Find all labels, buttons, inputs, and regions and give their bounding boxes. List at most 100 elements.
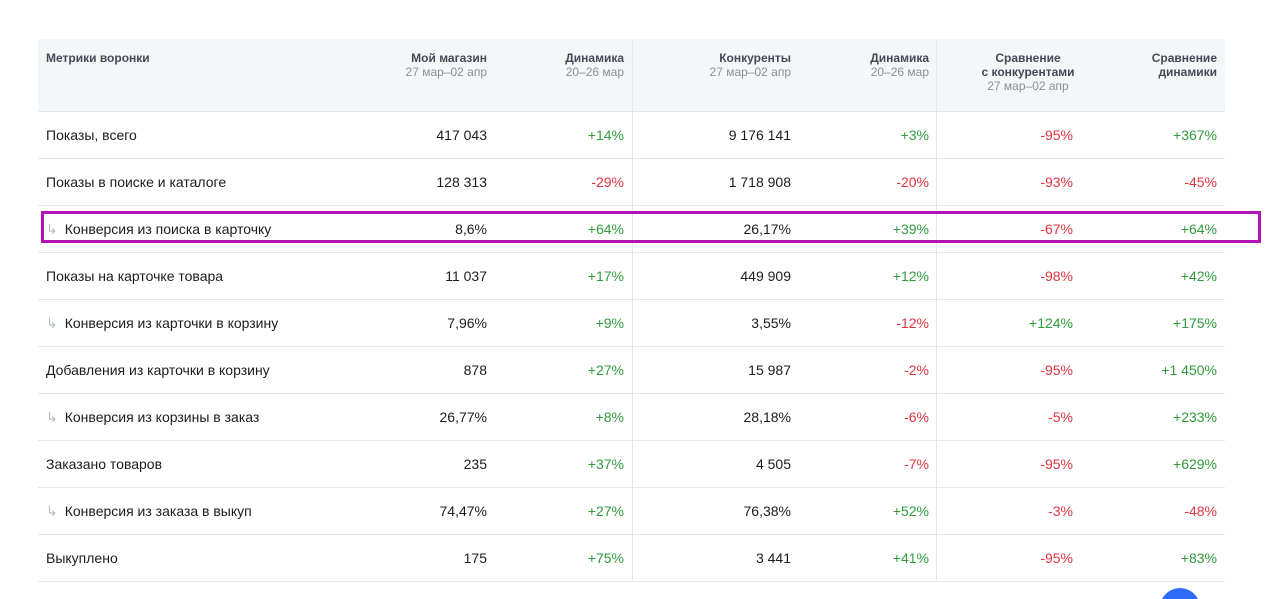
cell-competitors-dynamics: -2%	[904, 362, 929, 378]
cell-competitors-dynamics: -7%	[904, 456, 929, 472]
cell-competitors-dynamics: +52%	[892, 503, 929, 519]
cell-competitors-dynamics: -6%	[904, 409, 929, 425]
cell-dynamics-comparison: +233%	[1173, 409, 1217, 425]
metric-label: ↳ Конверсия из поиска в карточку	[46, 206, 271, 252]
table-row: Заказано товаров 235 +37% 4 505 -7% -95% +629%	[38, 441, 1225, 488]
cell-dynamics-comparison: +175%	[1173, 315, 1217, 331]
metric-label-text: Конверсия из корзины в заказ	[64, 409, 260, 425]
cell-competitors-dynamics: +39%	[892, 221, 929, 237]
sub-arrow-icon: ↳	[46, 315, 58, 331]
metric-label-text: Конверсия из поиска в карточку	[64, 221, 272, 237]
table-row: Добавления из карточки в корзину 878 +27% 1…	[38, 347, 1225, 394]
table-row: ↳ Конверсия из корзины в заказ 26,77% +8% 28…	[38, 394, 1225, 441]
sub-arrow-icon: ↳	[46, 503, 58, 519]
cell-my-store: 235	[463, 456, 487, 472]
cell-my-store: 74,47%	[439, 503, 487, 519]
cell-competitors-dynamics: -20%	[896, 174, 929, 190]
cell-my-dynamics: +9%	[595, 315, 624, 331]
cell-dynamics-comparison: -45%	[1184, 174, 1217, 190]
cell-my-store: 878	[463, 362, 487, 378]
table-row: Выкуплено 175 +75% 3 441 +41% -95% +83%	[38, 535, 1225, 582]
cell-comparison: -5%	[1048, 409, 1073, 425]
metric-label: Показы, всего	[46, 112, 137, 158]
cell-dynamics-comparison: +64%	[1180, 221, 1217, 237]
cell-comparison: -95%	[1040, 550, 1073, 566]
cell-my-dynamics: +8%	[595, 409, 624, 425]
table-row: ↳ Конверсия из карточки в корзину 7,96% +9%…	[38, 300, 1225, 347]
header-my-store[interactable]: Мой магазин 27 мар–02 апр	[405, 51, 487, 79]
cell-competitors-dynamics: +12%	[892, 268, 929, 284]
cell-competitors: 76,38%	[743, 503, 791, 519]
column-divider	[936, 39, 937, 580]
cell-dynamics-comparison: -48%	[1184, 503, 1217, 519]
table-row: ↳ Конверсия из заказа в выкуп 74,47% +27% 76…	[38, 488, 1225, 535]
cell-competitors-dynamics: -12%	[896, 315, 929, 331]
cell-dynamics-comparison: +83%	[1180, 550, 1217, 566]
metric-label: Показы на карточке товара	[46, 253, 223, 299]
cell-my-dynamics: +75%	[587, 550, 624, 566]
header-my-dynamics[interactable]: Динамика 20–26 мар	[565, 51, 624, 79]
cell-comparison: -95%	[1040, 362, 1073, 378]
cell-my-store: 128 313	[436, 174, 487, 190]
funnel-metrics-table: Метрики воронки Мой магазин 27 мар–02 ап…	[38, 39, 1225, 582]
metric-label: Заказано товаров	[46, 441, 162, 487]
cell-comparison: +124%	[1029, 315, 1073, 331]
cell-competitors: 449 909	[740, 268, 791, 284]
cell-comparison: -67%	[1040, 221, 1073, 237]
cell-competitors: 26,17%	[743, 221, 791, 237]
cell-my-dynamics: +64%	[587, 221, 624, 237]
metric-label: Добавления из карточки в корзину	[46, 347, 270, 393]
metric-label: Показы в поиске и каталоге	[46, 159, 226, 205]
metric-label-text: Конверсия из карточки в корзину	[64, 315, 279, 331]
cell-my-store: 8,6%	[455, 221, 487, 237]
cell-my-dynamics: +27%	[587, 503, 624, 519]
header-dynamics-comparison[interactable]: Сравнение динамики	[1151, 51, 1217, 79]
cell-my-store: 417 043	[436, 127, 487, 143]
metric-label-text: Заказано товаров	[46, 456, 163, 472]
metric-label: ↳ Конверсия из заказа в выкуп	[46, 488, 252, 534]
cell-my-dynamics: +27%	[587, 362, 624, 378]
metric-label: ↳ Конверсия из корзины в заказ	[46, 394, 259, 440]
cell-competitors-dynamics: +41%	[892, 550, 929, 566]
metric-label-text: Добавления из карточки в корзину	[46, 362, 270, 378]
cell-dynamics-comparison: +629%	[1173, 456, 1217, 472]
cell-comparison: -93%	[1040, 174, 1073, 190]
column-divider	[632, 39, 633, 580]
cell-dynamics-comparison: +1 450%	[1161, 362, 1217, 378]
header-comparison[interactable]: Сравнение с конкурентами 27 мар–02 апр	[981, 51, 1075, 93]
cell-competitors: 3 441	[755, 550, 791, 566]
cell-comparison: -98%	[1040, 268, 1073, 284]
cell-competitors: 4 505	[755, 456, 791, 472]
table-row: Показы, всего 417 043 +14% 9 176 141 +3% -95%…	[38, 112, 1225, 159]
cell-comparison: -3%	[1048, 503, 1073, 519]
cell-competitors: 9 176 141	[728, 127, 791, 143]
sub-arrow-icon: ↳	[46, 409, 58, 425]
header-metric[interactable]: Метрики воронки	[46, 51, 150, 65]
header-competitors-dynamics[interactable]: Динамика 20–26 мар	[870, 51, 929, 79]
table-row: ↳ Конверсия из поиска в карточку 8,6% +64% 2…	[38, 206, 1225, 253]
cell-my-dynamics: -29%	[591, 174, 624, 190]
cell-comparison: -95%	[1040, 127, 1073, 143]
cell-dynamics-comparison: +367%	[1173, 127, 1217, 143]
cell-competitors-dynamics: +3%	[900, 127, 929, 143]
cell-my-dynamics: +17%	[587, 268, 624, 284]
sub-arrow-icon: ↳	[46, 221, 58, 237]
cell-my-store: 26,77%	[439, 409, 487, 425]
cell-competitors: 3,55%	[751, 315, 791, 331]
metric-label: ↳ Конверсия из карточки в корзину	[46, 300, 278, 346]
header-competitors[interactable]: Конкуренты 27 мар–02 апр	[709, 51, 791, 79]
table-body: Показы, всего 417 043 +14% 9 176 141 +3% -95%…	[38, 112, 1225, 582]
chat-button[interactable]	[1160, 588, 1200, 599]
metric-label-text: Показы в поиске и каталоге	[46, 174, 227, 190]
cell-my-store: 11 037	[445, 268, 487, 284]
cell-comparison: -95%	[1040, 456, 1073, 472]
metric-label: Выкуплено	[46, 535, 118, 581]
cell-competitors: 15 987	[748, 362, 791, 378]
metric-label-text: Выкуплено	[46, 550, 118, 566]
metric-label-text: Конверсия из заказа в выкуп	[64, 503, 252, 519]
cell-my-dynamics: +37%	[587, 456, 624, 472]
cell-my-store: 175	[463, 550, 487, 566]
metric-label-text: Показы на карточке товара	[46, 268, 224, 284]
cell-competitors: 28,18%	[743, 409, 791, 425]
cell-my-dynamics: +14%	[587, 127, 624, 143]
